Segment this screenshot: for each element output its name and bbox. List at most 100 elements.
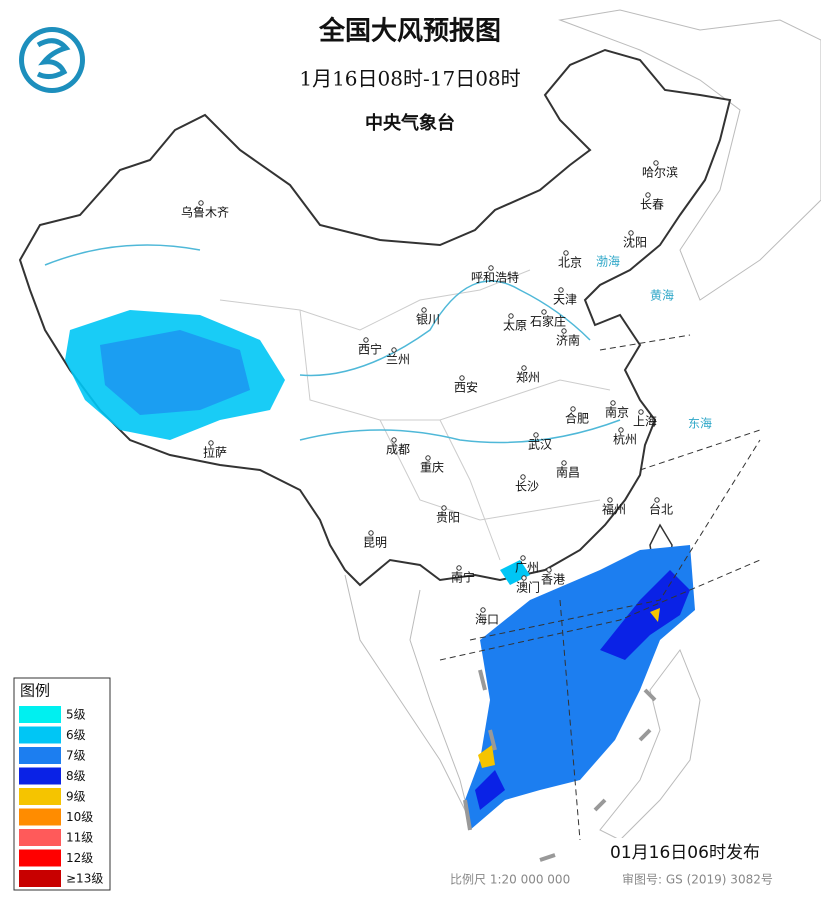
city-label: 南昌 (556, 465, 580, 480)
city-label: 贵阳 (436, 511, 460, 525)
city-label: 银川 (416, 313, 440, 327)
legend-label: ≥13级 (66, 872, 103, 886)
city-dot (607, 497, 613, 503)
legend-swatch (19, 726, 61, 744)
issued-box (585, 838, 785, 868)
legend-swatch (19, 706, 61, 723)
city-label: 成都 (386, 443, 410, 457)
city-dot (521, 575, 527, 581)
city-dot (520, 555, 526, 561)
city-label: 昆明 (363, 536, 387, 550)
city-label: 台北 (649, 502, 673, 517)
city-dot (521, 365, 527, 371)
city-label: 长沙 (515, 480, 539, 494)
nine-dash-line (463, 669, 657, 862)
legend-swatch (19, 870, 61, 887)
city-dot (561, 328, 567, 334)
city-label: 石家庄 (530, 314, 566, 329)
legend-label: 12级 (66, 851, 93, 865)
legend-label: 9级 (66, 790, 86, 804)
city-dot (363, 337, 369, 343)
sea-boundary (439, 334, 761, 841)
wind-area-7 (100, 330, 250, 415)
city-dot (628, 230, 634, 236)
city-dot (391, 437, 397, 443)
city-label: 武汉 (528, 438, 552, 452)
city-dot (488, 265, 494, 271)
city-dot (368, 530, 374, 536)
legend-label: 11级 (66, 831, 93, 845)
review-number: 审图号: GS (2019) 3082号 (622, 872, 773, 887)
neighbor-border (558, 9, 821, 301)
river (44, 244, 621, 444)
legend-swatch (19, 829, 61, 846)
legend-label: 5级 (66, 708, 86, 722)
city-dot (638, 409, 644, 415)
province-border (219, 269, 611, 561)
sea-label: 渤海 (596, 254, 620, 269)
city-dot (508, 313, 514, 319)
legend-swatch (19, 849, 61, 867)
city-dot (520, 474, 526, 480)
city-label: 澳门 (516, 580, 540, 595)
city-label: 南宁 (451, 570, 475, 585)
city-label: 乌鲁木齐 (181, 205, 229, 220)
sea-label: 黄海 (650, 288, 674, 303)
city-dot (570, 406, 576, 412)
legend-swatch (19, 788, 61, 805)
city-label: 哈尔滨 (642, 165, 678, 180)
city-label: 广州 (515, 561, 539, 575)
wind-area-8 (475, 570, 690, 810)
legend-swatch (19, 808, 61, 826)
sea-label: 东海 (688, 416, 712, 431)
city-label: 香港 (541, 573, 565, 587)
legend-swatch (19, 767, 61, 785)
city-dot (533, 432, 539, 438)
city-dot (459, 375, 465, 381)
city-dot (391, 347, 397, 353)
city-label: 杭州 (613, 432, 637, 447)
city-label: 上海 (633, 414, 657, 429)
scale: 比例尺 1:20 000 000 (450, 873, 570, 887)
city-label: 长春 (640, 198, 664, 212)
legend-label: 7级 (66, 749, 86, 763)
city-label: 西安 (454, 380, 478, 395)
city-dot (480, 607, 486, 613)
city-label: 呼和浩特 (471, 270, 519, 285)
city-dot (546, 567, 552, 573)
city-label: 济南 (556, 333, 580, 348)
legend: 图例 5级 6级 7级 8级 9级 10级 11级 12级 ≥13级 (13, 677, 111, 891)
city-dot (563, 250, 569, 256)
city-label: 郑州 (516, 370, 540, 385)
logo (19, 27, 85, 93)
city-dot (456, 565, 462, 571)
city-dot (654, 497, 660, 503)
city-label: 南京 (605, 405, 629, 420)
legend-swatch (19, 747, 61, 764)
title: 全国大风预报图 (318, 16, 501, 47)
period: 1月16日08时-17日08时 (299, 67, 520, 91)
city-label: 太原 (503, 318, 527, 333)
city-label: 北京 (558, 256, 582, 270)
city-label: 重庆 (420, 461, 444, 475)
agency: 中央气象台 (365, 112, 455, 134)
legend-title: 图例 (20, 682, 50, 700)
china-border (18, 48, 732, 587)
city-dot (610, 400, 616, 406)
city-label: 合肥 (565, 411, 589, 426)
city-dot (653, 160, 659, 166)
city-dot (558, 287, 564, 293)
city-label: 天津 (553, 293, 577, 307)
city-label: 西宁 (358, 342, 382, 357)
city-dot (208, 440, 214, 446)
city-dot (425, 455, 431, 461)
legend-label: 8级 (66, 769, 86, 783)
city-dot (421, 307, 427, 313)
city-dot (618, 427, 624, 433)
city-label: 海口 (475, 612, 499, 627)
city-dot (541, 309, 547, 315)
city-dot (441, 505, 447, 511)
city-label: 拉萨 (203, 445, 227, 460)
legend-label: 10级 (66, 810, 93, 824)
